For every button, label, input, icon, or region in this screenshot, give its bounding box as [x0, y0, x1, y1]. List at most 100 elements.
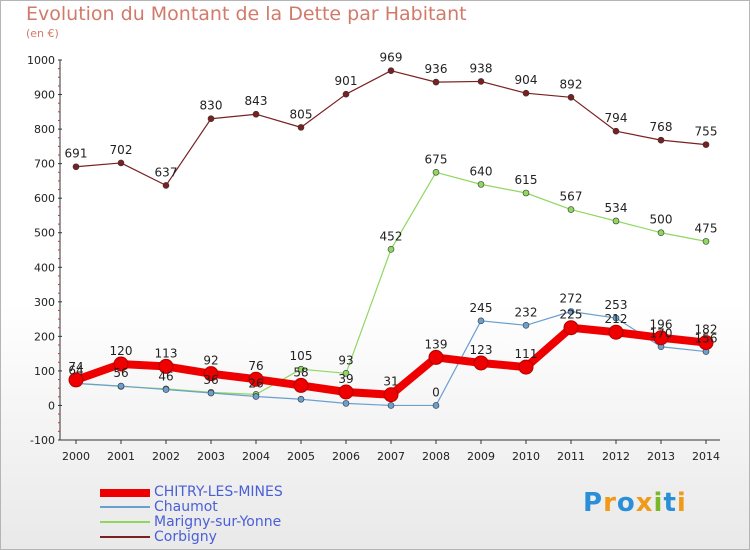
proxiti-logo: Proxiti	[583, 488, 687, 518]
data-point	[518, 359, 534, 375]
legend-label-chitry: CHITRY-LES-MINES	[154, 484, 283, 500]
y-tick-label: 800	[34, 123, 55, 136]
data-point	[248, 371, 264, 387]
data-label: 969	[380, 51, 403, 65]
data-label: 691	[65, 147, 88, 161]
data-label: 253	[605, 298, 628, 312]
x-tick-label: 2001	[107, 450, 135, 463]
data-label: 182	[695, 323, 718, 337]
data-label: 938	[470, 61, 493, 75]
data-label: 156	[695, 332, 718, 346]
x-tick-label: 2008	[422, 450, 450, 463]
data-label: 123	[470, 343, 493, 357]
y-tick-label: 700	[34, 158, 55, 171]
data-point	[387, 402, 395, 409]
legend-swatch-marigny	[100, 521, 150, 523]
data-point	[338, 384, 354, 400]
data-label: 805	[290, 107, 313, 121]
data-point	[477, 78, 485, 85]
data-label: 56	[113, 366, 128, 380]
data-point	[207, 389, 215, 397]
data-label: 113	[155, 346, 178, 360]
data-point	[657, 136, 665, 144]
x-tick-label: 2000	[62, 450, 90, 463]
data-label: 452	[380, 229, 403, 243]
data-labels-layer: 74 120 113 92 76 58 39 31 139 123 111 225 212 196 182 6…	[65, 51, 718, 400]
y-tick-label: 0	[48, 399, 55, 412]
y-tick-label: 200	[34, 330, 55, 343]
legend-item-corbigny: Corbigny	[100, 530, 360, 545]
logo-letter: i	[653, 488, 664, 518]
data-label: 534	[605, 201, 628, 215]
data-label: 901	[335, 74, 358, 88]
logo-letter: r	[603, 488, 617, 518]
data-point	[698, 335, 714, 351]
x-tick-label: 2004	[242, 450, 270, 463]
data-point	[567, 206, 575, 213]
data-point	[207, 115, 215, 123]
data-point	[252, 393, 260, 400]
x-tick-label: 2006	[332, 450, 360, 463]
x-tick-label: 2013	[647, 450, 675, 463]
legend-label-chaumot: Chaumot	[154, 499, 218, 515]
data-label: 58	[293, 365, 308, 379]
logo-letter: P	[583, 488, 604, 518]
data-point	[428, 349, 444, 365]
data-point	[117, 382, 125, 390]
data-point	[653, 330, 669, 346]
data-label: 904	[515, 73, 538, 87]
x-tick-label: 2010	[512, 450, 540, 463]
data-point	[117, 159, 125, 167]
y-tick-label: 900	[34, 89, 55, 102]
x-tick-label: 2011	[557, 450, 585, 463]
logo-letter: o	[616, 488, 636, 518]
data-point	[203, 366, 219, 382]
data-point	[297, 395, 305, 403]
data-point	[432, 168, 440, 176]
logo-letter: i	[676, 488, 687, 518]
data-label: 245	[470, 301, 493, 315]
data-label: 768	[650, 120, 673, 134]
data-label: 46	[158, 370, 173, 384]
data-point	[383, 387, 399, 403]
y-tick-label: 300	[34, 296, 55, 309]
data-point	[387, 246, 395, 253]
y-tick-label: 1000	[27, 54, 55, 67]
data-label: 105	[290, 349, 313, 363]
legend-item-chaumot: Chaumot	[100, 500, 360, 515]
data-point	[342, 400, 350, 407]
data-point	[477, 181, 485, 188]
data-label: 640	[470, 164, 493, 178]
data-label: 830	[200, 99, 223, 113]
data-point	[432, 402, 440, 409]
chart-axes: -100 0 100 200 300 400 500 600 700 800 900 1000 2000…	[27, 54, 720, 463]
chart-subtitle: (en €)	[26, 27, 59, 40]
x-tick-label: 2007	[377, 450, 405, 463]
y-tick-label: 400	[34, 261, 55, 274]
data-label: 212	[605, 312, 628, 326]
data-point	[432, 78, 440, 86]
data-label: 567	[560, 190, 583, 204]
data-label: 26	[248, 376, 263, 390]
data-label: 936	[425, 62, 448, 76]
data-point	[612, 127, 620, 135]
data-label: 232	[515, 305, 538, 319]
data-label: 92	[203, 354, 218, 368]
data-point	[567, 308, 575, 315]
data-point	[702, 238, 710, 245]
data-point	[68, 372, 84, 388]
y-tick-label: 100	[34, 365, 55, 378]
data-label: 475	[695, 221, 718, 235]
data-label: 843	[245, 94, 268, 108]
series-chitry-les-mines	[68, 320, 714, 403]
data-label: 139	[425, 337, 448, 351]
legend-swatch-chitry	[100, 489, 150, 497]
series-layer	[68, 67, 714, 409]
data-label: 702	[110, 143, 133, 157]
data-point	[608, 324, 624, 340]
data-point	[162, 182, 170, 189]
data-point	[477, 317, 485, 325]
data-label: 74	[68, 360, 83, 374]
legend-item-chitry: CHITRY-LES-MINES	[100, 485, 360, 500]
data-point	[158, 358, 174, 374]
